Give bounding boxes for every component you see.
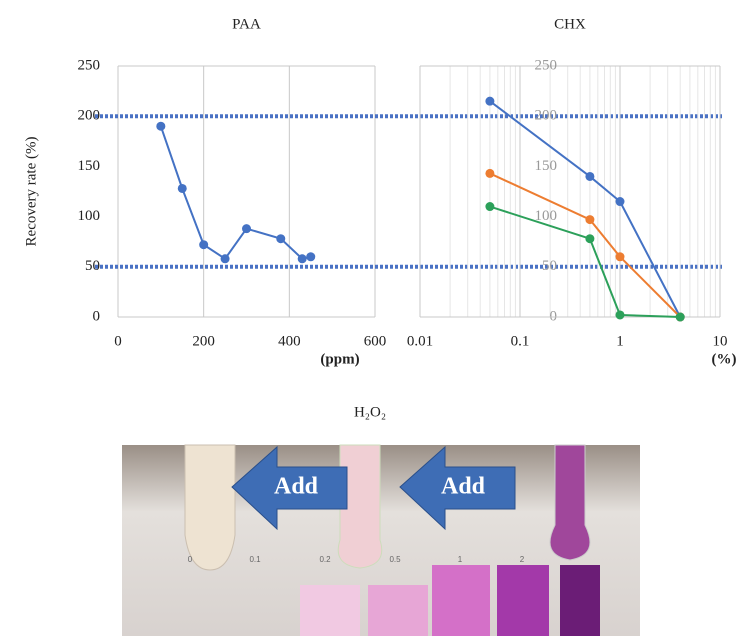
photo-title: H₂O₂: [354, 404, 386, 420]
chart-title: CHX: [554, 16, 586, 32]
page: Add Add H₂O₂ 0 0.1 0.2 0.5 1 2 PAA Recovery rat…: [0, 0, 748, 636]
data-point: [178, 184, 187, 193]
x-tick-label: 400: [278, 333, 301, 349]
y-tick-label: 0: [550, 308, 558, 324]
figure: Add Add H₂O₂ 0 0.1 0.2 0.5 1 2 PAA Recovery rat…: [0, 0, 748, 636]
tube: [185, 445, 235, 570]
data-point: [485, 202, 494, 211]
data-point: [616, 310, 625, 319]
series-line: [490, 173, 680, 317]
data-point: [676, 313, 685, 322]
data-point: [585, 234, 594, 243]
series-line: [490, 101, 680, 317]
scale-label: 0.1: [249, 555, 261, 564]
data-point: [199, 240, 208, 249]
data-point: [616, 197, 625, 206]
scale-label: 2: [520, 555, 525, 564]
x-tick-label: 1: [616, 333, 624, 349]
data-point: [298, 254, 307, 263]
x-tick-label: 0.1: [511, 333, 530, 349]
data-point: [221, 254, 230, 263]
x-tick-label: 200: [192, 333, 215, 349]
photo: Add Add H₂O₂: [122, 404, 640, 636]
data-point: [585, 215, 594, 224]
y-axis-label: Recovery rate (%): [23, 137, 39, 247]
data-point: [485, 97, 494, 106]
y-tick-label: 200: [535, 108, 558, 124]
tube: [550, 445, 590, 560]
scale-label: 1: [458, 555, 463, 564]
scale-label: 0.2: [319, 555, 331, 564]
color-strip: [300, 585, 360, 636]
data-point: [276, 234, 285, 243]
y-tick-label: 50: [542, 258, 557, 274]
y-tick-label: 250: [535, 57, 558, 73]
x-axis-label: (ppm): [320, 351, 359, 367]
x-axis-label: (%): [712, 351, 737, 367]
y-tick-label: 250: [78, 57, 101, 73]
x-tick-label: 10: [713, 333, 728, 349]
x-tick-label: 0.01: [407, 333, 433, 349]
data-point: [156, 122, 165, 131]
color-strip: [368, 585, 428, 636]
scale-label: 0: [188, 555, 193, 564]
y-tick-label: 150: [78, 158, 101, 174]
color-strip: [432, 565, 490, 636]
data-point: [242, 224, 251, 233]
color-strip: [497, 565, 549, 636]
data-point: [306, 252, 315, 261]
chart-title: PAA: [232, 16, 261, 32]
y-tick-label: 0: [93, 308, 101, 324]
x-tick-label: 600: [364, 333, 387, 349]
data-point: [616, 252, 625, 261]
y-tick-label: 150: [535, 158, 558, 174]
data-point: [585, 172, 594, 181]
color-strip: [560, 565, 600, 636]
x-tick-label: 0: [114, 333, 122, 349]
data-point: [485, 169, 494, 178]
arrow-label: Add: [441, 474, 486, 500]
scale-label: 0.5: [389, 555, 401, 564]
y-tick-label: 100: [78, 208, 101, 224]
arrow-label: Add: [274, 474, 319, 500]
